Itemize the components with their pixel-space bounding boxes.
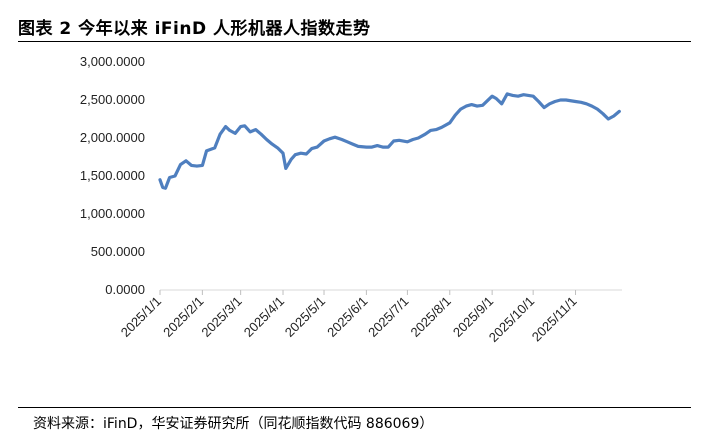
top-rule [18,41,691,42]
x-tick-label: 2025/3/1 [198,294,244,340]
y-tick-label: 0.0000 [105,282,145,297]
x-tick-label: 2025/11/1 [529,294,580,345]
y-tick-label: 2,500.0000 [80,92,145,107]
y-axis: 0.0000 500.0000 1,000.0000 1,500.0000 2,000.… [80,54,145,297]
x-tick-label: 2025/1/1 [118,294,164,340]
x-tick-label: 2025/10/1 [486,294,538,346]
x-tick-label: 2025/7/1 [365,294,411,340]
chart-title: 图表 2 今年以来 iFinD 人形机器人指数走势 [18,19,371,39]
x-tick-label: 2025/8/1 [408,294,454,340]
x-axis: 2025/1/12025/2/12025/3/12025/4/12025/5/1… [118,289,622,346]
x-tick-label: 2025/6/1 [324,294,370,340]
y-tick-label: 1,500.0000 [80,168,145,183]
source-note: 资料来源：iFinD，华安证券研究所（同花顺指数代码 886069） [33,416,434,432]
y-tick-label: 1,000.0000 [80,206,145,221]
line-chart: 0.0000 500.0000 1,000.0000 1,500.0000 2,000.… [80,54,622,346]
series-line [158,92,621,190]
y-tick-label: 2,000.0000 [80,130,145,145]
y-tick-label: 3,000.0000 [80,54,145,69]
x-tick-label: 2025/2/1 [160,294,206,340]
series-group [158,92,621,190]
y-tick-label: 500.0000 [91,244,145,259]
x-tick-label: 2025/4/1 [241,294,287,340]
bottom-rule [18,407,691,408]
x-tick-label: 2025/5/1 [282,294,328,340]
